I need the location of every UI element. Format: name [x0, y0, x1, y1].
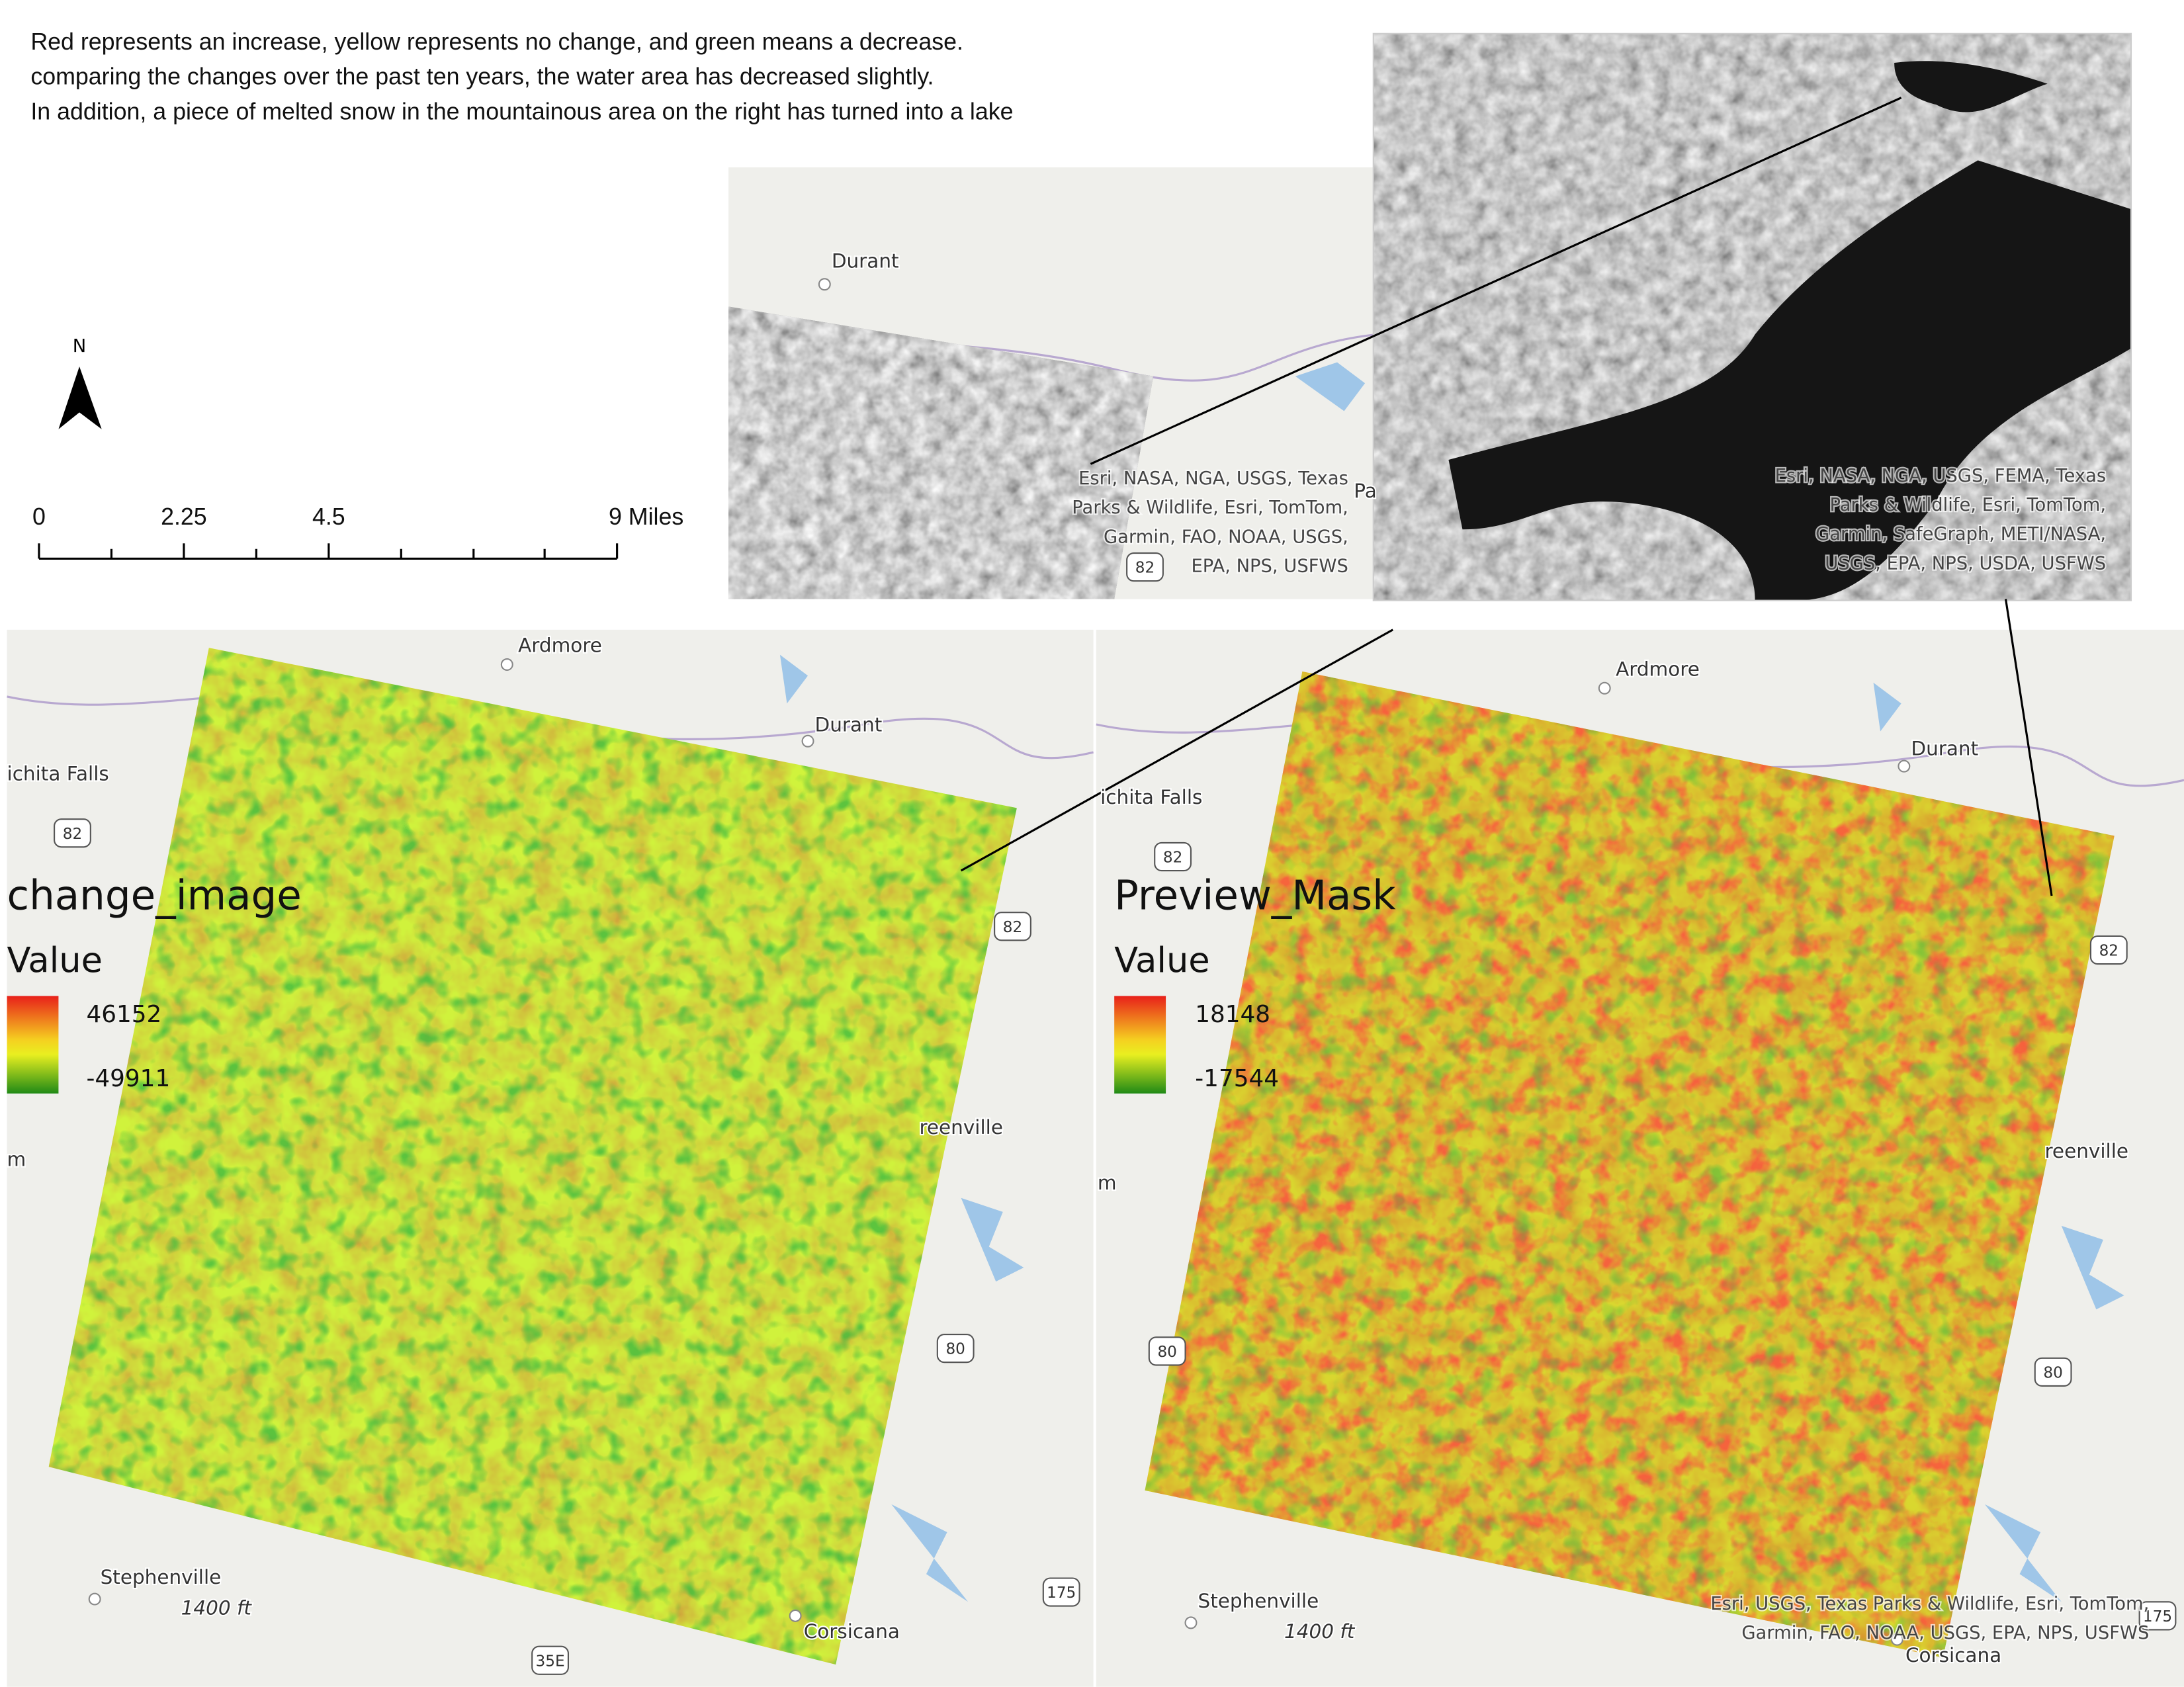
highway-shield — [2034, 1357, 2072, 1387]
attribution: Garmin, SafeGraph, METI/NASA, — [1815, 524, 2106, 544]
connector — [1090, 97, 1902, 465]
highway-shield — [2089, 935, 2128, 965]
place-label: Durant — [1911, 737, 1978, 759]
scale-label: 2.25 — [161, 503, 207, 530]
legend-swatch — [1114, 996, 1166, 1094]
place-dot — [1184, 1616, 1198, 1629]
legend-field: Value — [7, 941, 103, 981]
description-line: In addition, a piece of melted snow in t… — [30, 98, 1013, 124]
place-label: reenville — [919, 1116, 1003, 1139]
place-label: Durant — [815, 714, 883, 736]
place-dot — [1598, 681, 1611, 695]
place-label: m — [7, 1148, 26, 1170]
attribution: Esri, USGS, Texas Parks & Wildlife, Esri… — [1710, 1594, 2149, 1614]
highway-number: 175 — [2143, 1608, 2172, 1625]
highway-number: 82 — [1135, 560, 1155, 577]
place-dot — [818, 278, 831, 291]
legend-low: -49911 — [87, 1065, 171, 1092]
north-arrow — [58, 366, 79, 429]
north-arrow — [79, 366, 102, 429]
map-labels: Ardmore Durant ichita Falls reenville m Steph… — [5, 248, 2177, 1675]
place-label: Stephenville — [1198, 1590, 1319, 1612]
highway-shield — [54, 818, 91, 848]
highway-shield — [2138, 1601, 2177, 1631]
place-dot — [500, 658, 513, 671]
attribution: Garmin, FAO, NOAA, USGS, — [1104, 527, 1348, 547]
scale-label: 9 Miles — [609, 503, 683, 530]
highway-shield — [1126, 552, 1164, 582]
place-dot — [789, 1609, 802, 1622]
raster-change-image — [48, 648, 1017, 1665]
place-label: Durant — [832, 250, 899, 273]
highway-number: 80 — [1157, 1344, 1176, 1361]
legend-high: 18148 — [1195, 1001, 1270, 1028]
scale-bar — [38, 543, 619, 560]
attribution: Parks & Wildlife, Esri, TomTom, — [1830, 495, 2107, 515]
place-label: 1400 ft — [1284, 1620, 1356, 1643]
attribution: Parks & Wildlife, Esri, TomTom, — [1072, 497, 1348, 518]
highway-number: 80 — [945, 1341, 965, 1358]
place-label: Ardmore — [518, 634, 602, 657]
attribution: Esri, NASA, NGA, USGS, FEMA, Texas — [1775, 466, 2106, 486]
place-label: Ardmore — [1616, 658, 1700, 680]
place-label: ichita Falls — [1100, 786, 1202, 808]
place-label: Corsicana — [804, 1620, 900, 1643]
legend-title: Preview_Mask — [1114, 873, 1396, 920]
highway-shield — [531, 1645, 569, 1675]
highway-shield — [994, 912, 1031, 941]
legend-high: 46152 — [87, 1001, 162, 1028]
place-label: m — [1098, 1172, 1117, 1194]
place-label: Stephenville — [101, 1566, 222, 1588]
legend-title: change_image — [7, 873, 302, 920]
highway-number: 82 — [1003, 919, 1022, 936]
inset-zoom — [1373, 33, 2132, 601]
place-label: Pa — [1354, 480, 1377, 502]
north-label: N — [73, 336, 86, 357]
attribution: Garmin, FAO, NOAA, USGS, EPA, NPS, USFWS — [1741, 1623, 2149, 1643]
highway-number: 82 — [63, 826, 82, 843]
place-dot — [1890, 1633, 1903, 1646]
attribution: USGS, EPA, NPS, USDA, USFWS — [1825, 553, 2106, 574]
highway-shield — [1042, 1577, 1080, 1607]
attribution: Esri, NASA, NGA, USGS, Texas — [1078, 468, 1348, 489]
attribution: EPA, NPS, USFWS — [1191, 556, 1348, 577]
place-label: 1400 ft — [181, 1596, 253, 1619]
highway-number: 80 — [2043, 1365, 2062, 1382]
scale-label: 0 — [32, 503, 46, 530]
lake — [1295, 362, 1366, 411]
legend-field: Value — [1114, 941, 1210, 981]
highway-shield — [1148, 1336, 1186, 1366]
place-label: reenville — [2044, 1140, 2128, 1162]
connector — [960, 628, 1393, 872]
legend-low: -17544 — [1195, 1065, 1279, 1092]
place-label: Corsicana — [1905, 1644, 2001, 1666]
highway-shield — [936, 1334, 975, 1363]
highway-number: 35E — [536, 1653, 565, 1670]
place-label: ichita Falls — [7, 762, 109, 785]
place-dot — [1898, 759, 1911, 773]
connector — [2004, 599, 2053, 896]
place-dot — [801, 734, 814, 748]
highway-shield — [1154, 842, 1192, 872]
raster-preview-mask — [1145, 671, 2115, 1658]
inset-frame — [1372, 32, 2132, 601]
scale-label: 4.5 — [312, 503, 345, 530]
description-line: Red represents an increase, yellow repre… — [30, 28, 963, 55]
place-dot — [88, 1592, 101, 1606]
highway-number: 82 — [2099, 943, 2118, 960]
description-line: comparing the changes over the past ten … — [30, 64, 934, 90]
legend-swatch — [7, 996, 59, 1094]
highway-number: 82 — [1163, 849, 1182, 867]
highway-number: 175 — [1047, 1584, 1076, 1602]
